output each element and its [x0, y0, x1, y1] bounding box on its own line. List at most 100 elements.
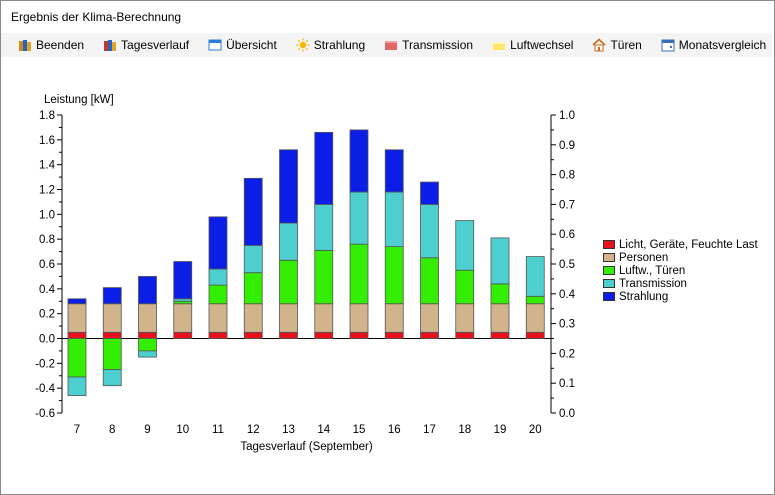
right-tick-label: 0.5: [559, 259, 575, 271]
bar-segment: [490, 331, 510, 339]
bar-segment: [314, 203, 334, 251]
bar-segment: [243, 272, 263, 305]
books-icon: [18, 38, 32, 52]
bar-segment: [67, 338, 87, 378]
toolbar-button-übersicht[interactable]: Übersicht: [205, 34, 280, 56]
x-tick-label: 16: [388, 424, 401, 436]
toolbar-button-label: Türen: [610, 38, 642, 52]
right-tick-label: 0.1: [559, 378, 575, 390]
bar-segment: [314, 131, 334, 205]
toolbar-button-luftwechsel[interactable]: Luftwechsel: [489, 34, 576, 56]
bar-segment: [525, 331, 545, 339]
bar-segment: [455, 269, 475, 305]
bar-segment: [349, 191, 369, 245]
x-tick-label: 18: [458, 424, 471, 436]
bar-segment: [138, 331, 157, 339]
chart-legend: Licht, Geräte, Feuchte Last Personen Luftw…: [603, 238, 758, 303]
toolbar-button-label: Monatsvergleich: [678, 38, 767, 52]
legend-label: Strahlung: [619, 290, 669, 303]
bar-segment: [455, 220, 475, 271]
x-tick-label: 14: [317, 424, 330, 436]
bar-segment: [490, 283, 510, 305]
x-tick-label: 15: [353, 424, 366, 436]
right-tick-label: 0.9: [559, 140, 575, 152]
bar-segment: [420, 303, 439, 333]
bar-segment: [279, 149, 298, 224]
bar-segment: [102, 287, 122, 305]
bar-segment: [138, 350, 157, 358]
toolbar-button-label: Übersicht: [226, 38, 277, 52]
right-tick-label: 0.0: [559, 408, 575, 420]
bar-segment: [420, 257, 439, 305]
toolbar-button-label: Transmission: [402, 38, 474, 52]
bar-segment: [349, 303, 369, 333]
x-tick-label: 10: [176, 424, 189, 436]
legend-swatch: [603, 292, 615, 301]
bar-segment: [420, 203, 439, 259]
left-tick-label: 1.0: [39, 209, 55, 221]
bar-segment: [420, 331, 439, 339]
x-tick-label: 20: [529, 424, 542, 436]
legend-item: Luftw., Türen: [603, 264, 758, 277]
bar-segment: [279, 259, 298, 305]
bar-segment: [384, 246, 404, 305]
window-icon: [208, 38, 222, 52]
wall-icon: [384, 38, 398, 52]
bar-segment: [138, 276, 157, 305]
toolbar-button-strahlung[interactable]: Strahlung: [293, 34, 368, 56]
legend-item: Transmission: [603, 277, 758, 290]
left-tick-label: -0.6: [35, 408, 55, 420]
toolbar: Beenden Tagesverlauf Übersicht Strahlung Tra…: [1, 33, 772, 57]
bar-segment: [102, 369, 122, 387]
toolbar-button-beenden[interactable]: Beenden: [15, 34, 87, 56]
right-tick-label: 0.6: [559, 229, 575, 241]
y-axis-label: Leistung [kW]: [44, 94, 114, 106]
left-tick-label: 1.8: [39, 110, 55, 122]
left-tick-label: -0.2: [35, 358, 55, 370]
right-tick-label: 0.7: [559, 199, 575, 211]
bar-segment: [243, 303, 263, 333]
bar-segment: [173, 303, 193, 333]
legend-swatch: [603, 279, 615, 288]
bar-segment: [490, 237, 510, 285]
left-tick-label: -0.4: [35, 383, 55, 395]
bar-segment: [525, 256, 545, 297]
x-tick-label: 7: [74, 424, 80, 436]
right-tick-label: 0.2: [559, 348, 575, 360]
toolbar-button-label: Luftwechsel: [510, 38, 574, 52]
left-tick-label: 0.2: [39, 309, 55, 321]
legend-item: Strahlung: [603, 290, 758, 303]
left-tick-label: 1.4: [39, 160, 56, 172]
bar-segment: [208, 268, 228, 286]
bar-segment: [455, 331, 475, 339]
left-tick-label: 0.6: [39, 259, 55, 271]
bar-segment: [208, 216, 228, 270]
left-tick-label: 0.8: [39, 234, 55, 246]
x-tick-label: 17: [423, 424, 436, 436]
bar-segment: [67, 298, 87, 305]
x-tick-label: 9: [144, 424, 150, 436]
toolbar-button-transmission[interactable]: Transmission: [381, 34, 476, 56]
bar-segment: [279, 303, 298, 333]
legend-label: Luftw., Türen: [619, 264, 686, 277]
legend-label: Personen: [619, 251, 669, 264]
toolbar-button-label: Tagesverlauf: [121, 38, 190, 52]
house-icon: [592, 38, 606, 52]
legend-swatch: [603, 266, 615, 275]
left-tick-label: 1.2: [39, 185, 55, 197]
books-icon: [103, 38, 117, 52]
bar-segment: [314, 331, 334, 339]
bar-segment: [67, 303, 87, 333]
bar-segment: [138, 338, 157, 352]
legend-item: Licht, Geräte, Feuchte Last: [603, 238, 758, 251]
bar-segment: [490, 303, 510, 333]
toolbar-button-monatsvergleich[interactable]: Monatsvergleich: [658, 34, 769, 56]
bar-segment: [420, 181, 439, 205]
right-tick-label: 0.8: [559, 170, 575, 182]
bar-segment: [208, 303, 228, 333]
calendar-icon: [661, 38, 675, 52]
legend-swatch: [603, 240, 615, 249]
toolbar-button-türen[interactable]: Türen: [589, 34, 644, 56]
toolbar-button-tagesverlauf[interactable]: Tagesverlauf: [100, 34, 192, 56]
